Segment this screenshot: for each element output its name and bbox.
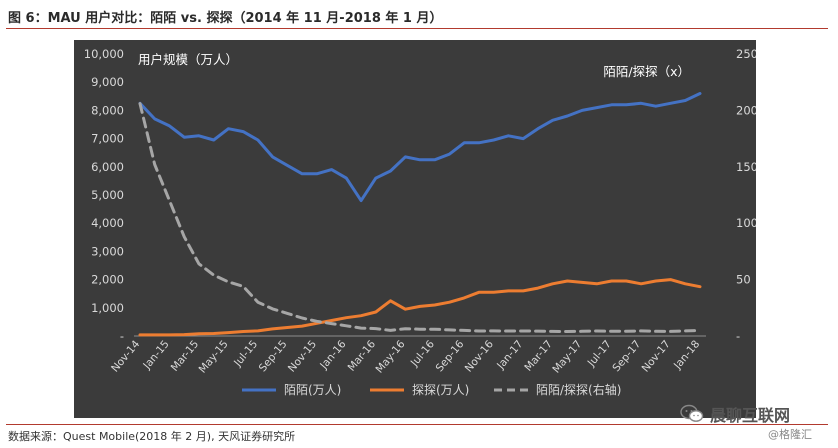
x-tick-label: Sep-16 bbox=[434, 338, 467, 374]
x-tick-label: Jan-16 bbox=[317, 338, 348, 372]
series-line-3 bbox=[138, 102, 702, 333]
series-line-2 bbox=[138, 278, 702, 337]
x-tick-label: Sep-17 bbox=[610, 338, 643, 374]
x-tick-label: Nov-15 bbox=[286, 338, 319, 374]
y-tick-label: 1,000 bbox=[91, 301, 124, 315]
left-axis-label: 用户规模（万人） bbox=[138, 52, 238, 67]
watermark: 晨聊互联网 @格隆汇 bbox=[676, 404, 826, 441]
x-tick-label: May-17 bbox=[550, 338, 584, 375]
x-tick-label: Nov-14 bbox=[109, 338, 142, 375]
series-line-1 bbox=[138, 92, 702, 203]
y-tick-label: 6,000 bbox=[91, 160, 124, 174]
y-tick-label: 2,000 bbox=[91, 273, 124, 287]
y-tick-label: 7,000 bbox=[91, 132, 124, 146]
x-tick-label: Jul-15 bbox=[231, 338, 260, 369]
x-tick-label: Jan-17 bbox=[494, 338, 525, 372]
x-tick-label: Nov-16 bbox=[463, 338, 496, 375]
y-tick-label: - bbox=[120, 329, 124, 343]
y2-tick-label: - bbox=[736, 329, 740, 343]
wechat-icon bbox=[680, 404, 704, 422]
x-tick-label: May-16 bbox=[374, 338, 408, 376]
y2-tick-label: 150 bbox=[736, 160, 756, 174]
figure-title: 图 6：MAU 用户对比：陌陌 vs. 探探（2014 年 11 月-2018 … bbox=[8, 11, 443, 26]
watermark-sub: @格隆汇 bbox=[768, 428, 812, 441]
y2-tick-label: 250 bbox=[736, 47, 756, 61]
chart-svg: - 1,000 2,000 3,000 4,000 5,000 6,000 7,000 8,00… bbox=[84, 47, 756, 397]
legend-label: 探探(万人) bbox=[412, 383, 469, 397]
watermark-text: 晨聊互联网 bbox=[710, 406, 791, 425]
x-tick-label: Sep-15 bbox=[257, 338, 290, 374]
y-tick-label: 4,000 bbox=[91, 216, 124, 230]
y2-tick-label: 50 bbox=[736, 273, 751, 287]
y-tick-label: 5,000 bbox=[91, 188, 124, 202]
x-tick-label: Nov-17 bbox=[640, 338, 673, 374]
x-tick-label: Jan-15 bbox=[141, 338, 172, 372]
y2-tick-label: 100 bbox=[736, 216, 756, 230]
right-axis-label: 陌陌/探探（x） bbox=[603, 64, 690, 79]
y-tick-label: 8,000 bbox=[91, 103, 124, 117]
y-tick-label: 3,000 bbox=[91, 244, 124, 258]
source-divider bbox=[6, 424, 828, 425]
title-divider bbox=[6, 28, 828, 29]
chart-area: - 1,000 2,000 3,000 4,000 5,000 6,000 7,000 8,00… bbox=[74, 40, 756, 418]
y-tick-label: 10,000 bbox=[84, 47, 124, 61]
legend-label: 陌陌/探探(右轴) bbox=[536, 382, 621, 397]
source-note: 数据来源：Quest Mobile(2018 年 2 月), 天风证券研究所 bbox=[8, 430, 296, 443]
y2-tick-label: 200 bbox=[736, 103, 756, 117]
x-tick-label: Jan-18 bbox=[671, 338, 702, 372]
x-tick-label: Jul-16 bbox=[408, 338, 437, 370]
y-tick-label: 9,000 bbox=[91, 75, 124, 89]
x-tick-label: May-15 bbox=[197, 338, 231, 375]
legend-label: 陌陌(万人) bbox=[284, 383, 341, 397]
x-tick-label: Jul-17 bbox=[585, 338, 614, 369]
